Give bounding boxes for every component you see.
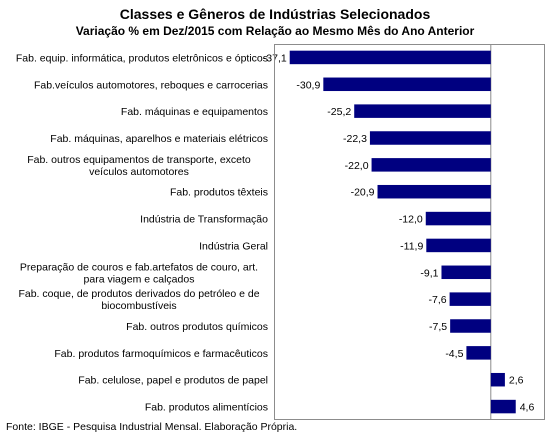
- data-label-12: 2,6: [509, 375, 524, 387]
- bar-10: [450, 319, 491, 333]
- bar-7: [426, 238, 491, 253]
- data-label-4: -22,0: [345, 160, 369, 172]
- category-label-11: Fab. produtos farmoquímicos e farmacêuti…: [54, 348, 268, 360]
- category-label-6: Indústria de Transformação: [140, 214, 268, 226]
- category-label-0: Fab. equip. informática, produtos eletrô…: [16, 52, 268, 64]
- data-label-1: -30,9: [296, 79, 320, 91]
- bar-0: [289, 50, 491, 65]
- data-label-6: -12,0: [399, 214, 423, 226]
- category-label-2: Fab. máquinas e equipamentos: [121, 106, 268, 118]
- bar-1: [323, 77, 491, 92]
- category-label-10: Fab. outros produtos químicos: [126, 321, 268, 333]
- bar-2: [354, 104, 491, 118]
- data-label-13: 4,6: [520, 402, 535, 414]
- data-label-2: -25,2: [327, 106, 351, 118]
- bar-8: [441, 265, 491, 280]
- chart-title: Classes e Gêneros de Indústrias Selecion…: [119, 6, 431, 22]
- category-label-4: Fab. outros equipamentos de transporte, …: [27, 154, 251, 178]
- bar-11: [466, 346, 491, 360]
- data-label-3: -22,3: [343, 133, 367, 145]
- category-label-9: Fab. coque, de produtos derivados do pet…: [18, 288, 259, 312]
- data-label-5: -20,9: [351, 187, 375, 199]
- bar-6: [425, 211, 491, 226]
- category-label-13: Fab. produtos alimentícios: [145, 402, 268, 414]
- bar-3: [369, 131, 491, 145]
- plot-area-frame: [274, 44, 545, 420]
- category-label-7: Indústria Geral: [199, 240, 268, 252]
- category-label-8: Preparação de couros e fab.artefatos de …: [20, 261, 258, 285]
- source-note: Fonte: IBGE - Pesquisa Industrial Mensal…: [6, 421, 298, 433]
- category-label-12: Fab. celulose, papel e produtos de papel: [78, 375, 268, 387]
- data-label-9: -7,6: [429, 294, 447, 306]
- bar-4: [371, 158, 491, 172]
- data-label-8: -9,1: [420, 267, 438, 279]
- bar-13: [490, 399, 516, 414]
- bar-9: [449, 292, 491, 306]
- data-label-11: -4,5: [445, 348, 463, 360]
- data-label-7: -11,9: [400, 240, 423, 252]
- category-label-5: Fab. produtos têxteis: [170, 187, 268, 199]
- data-label-10: -7,5: [429, 321, 447, 333]
- chart-subtitle: Variação % em Dez/2015 com Relação ao Me…: [75, 24, 475, 38]
- bar-12: [490, 372, 505, 387]
- bar-5: [377, 184, 491, 199]
- category-label-3: Fab. máquinas, aparelhos e materiais elé…: [50, 133, 268, 145]
- category-label-1: Fab.veículos automotores, reboques e car…: [34, 79, 268, 91]
